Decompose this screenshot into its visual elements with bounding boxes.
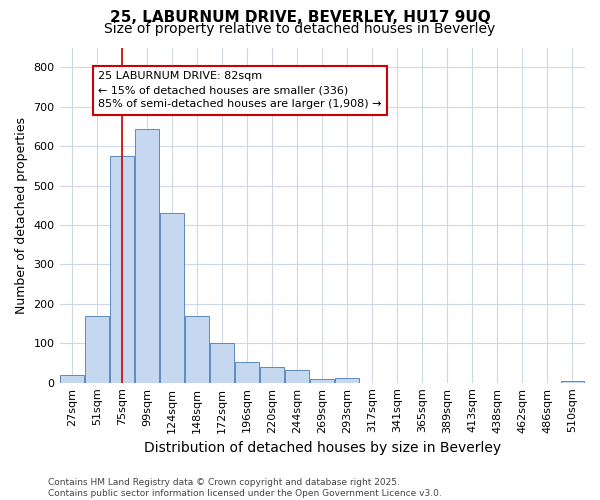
Bar [85, 316, 109, 382]
Y-axis label: Number of detached properties: Number of detached properties [15, 116, 28, 314]
Bar [335, 378, 359, 382]
X-axis label: Distribution of detached houses by size in Beverley: Distribution of detached houses by size … [144, 441, 501, 455]
Bar [260, 367, 284, 382]
Text: 25 LABURNUM DRIVE: 82sqm
← 15% of detached houses are smaller (336)
85% of semi-: 25 LABURNUM DRIVE: 82sqm ← 15% of detach… [98, 71, 382, 109]
Bar [210, 343, 234, 382]
Bar [135, 129, 159, 382]
Bar [60, 375, 84, 382]
Bar [286, 370, 309, 382]
Bar [160, 213, 184, 382]
Bar [110, 156, 134, 382]
Bar [310, 378, 334, 382]
Text: Contains HM Land Registry data © Crown copyright and database right 2025.
Contai: Contains HM Land Registry data © Crown c… [48, 478, 442, 498]
Text: 25, LABURNUM DRIVE, BEVERLEY, HU17 9UQ: 25, LABURNUM DRIVE, BEVERLEY, HU17 9UQ [110, 10, 490, 25]
Text: Size of property relative to detached houses in Beverley: Size of property relative to detached ho… [104, 22, 496, 36]
Bar [185, 316, 209, 382]
Bar [235, 362, 259, 382]
Bar [560, 380, 584, 382]
